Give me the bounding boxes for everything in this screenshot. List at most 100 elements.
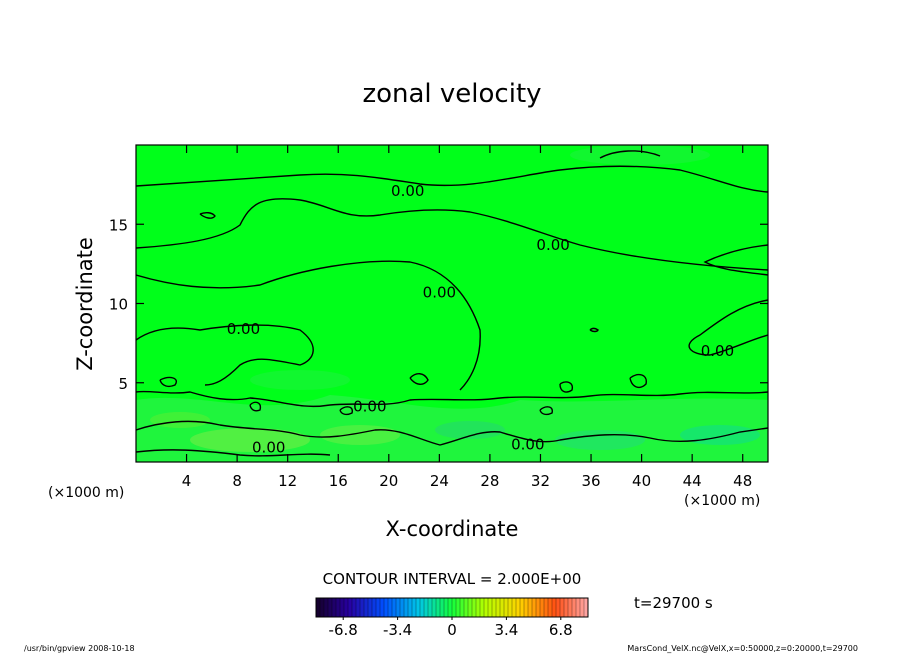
colorbar-cell: [508, 598, 513, 617]
colorbar-cell: [340, 598, 345, 617]
x-tick-label: 40: [632, 472, 651, 490]
colorbar-cell: [576, 598, 581, 617]
colorbar-cell: [408, 598, 413, 617]
colorbar-cell: [380, 598, 385, 617]
time-label: t=29700 s: [634, 594, 713, 612]
colorbar-cell: [476, 598, 481, 617]
colorbar-cell: [348, 598, 353, 617]
x-tick-label: 36: [581, 472, 600, 490]
colorbar-cell: [488, 598, 493, 617]
colorbar-cell: [372, 598, 377, 617]
x-tick-label: 44: [683, 472, 702, 490]
colorbar-cell: [448, 598, 453, 617]
colorbar-cell: [516, 598, 521, 617]
x-tick-label: 28: [480, 472, 499, 490]
x-unit-left: (×1000 m): [48, 485, 124, 501]
colorbar-cell: [400, 598, 405, 617]
colorbar-cell: [404, 598, 409, 617]
y-axis-label: Z-coordinate: [73, 237, 97, 371]
contour-label: 0.00: [423, 283, 456, 301]
x-tick-label: 8: [232, 472, 242, 490]
x-axis-label: X-coordinate: [386, 517, 519, 541]
colorbar-cell: [512, 598, 517, 617]
warm-patch: [320, 425, 400, 445]
contour-label: 0.00: [511, 436, 544, 454]
x-tick-label: 20: [379, 472, 398, 490]
colorbar-tick-label: 3.4: [494, 621, 518, 639]
colorbar-cell: [484, 598, 489, 617]
x-unit-right: (×1000 m): [684, 493, 760, 509]
x-tick-label: 32: [531, 472, 550, 490]
colorbar-cell: [356, 598, 361, 617]
colorbar-cell: [344, 598, 349, 617]
colorbar-cell: [388, 598, 393, 617]
contour-label: 0.00: [252, 439, 285, 457]
colorbar-cell: [336, 598, 341, 617]
colorbar-cell: [392, 598, 397, 617]
colorbar-cell: [520, 598, 525, 617]
x-tick-label: 24: [430, 472, 449, 490]
colorbar-cell: [584, 598, 589, 617]
colorbar-cell: [500, 598, 505, 617]
colorbar-cell: [532, 598, 537, 617]
contour-labels: 0.00 0.00 0.00 0.00 0.00 0.00 0.00 0.00: [227, 182, 734, 457]
cool-patch: [555, 430, 645, 450]
footer-left: /usr/bin/gpview 2008-10-18: [24, 644, 135, 653]
colorbar-cell: [320, 598, 325, 617]
colorbar-cell: [316, 598, 321, 617]
contour-label: 0.00: [227, 320, 260, 338]
cool-patch: [435, 421, 505, 439]
colorbar-cell: [548, 598, 553, 617]
colorbar-cell: [396, 598, 401, 617]
cool-patch: [570, 145, 710, 165]
colorbar-cell: [552, 598, 557, 617]
colorbar-cell: [540, 598, 545, 617]
colorbar-cell: [464, 598, 469, 617]
colorbar-cell: [496, 598, 501, 617]
colorbar-cell: [580, 598, 585, 617]
colorbar-tick-label: -3.4: [383, 621, 412, 639]
plot-area: 0.000.000.000.000.000.000.00 0.00 4 8 12 16 2…: [109, 144, 769, 490]
colorbar: -6.8 -3.4 0 3.4 6.8: [315, 597, 589, 639]
y-tick-label: 15: [109, 216, 128, 234]
x-tick-label: 48: [733, 472, 752, 490]
colorbar-cell: [420, 598, 425, 617]
colorbar-cell: [424, 598, 429, 617]
footer-right: MarsCond_VelX.nc@VelX,x=0:50000,z=0:2000…: [627, 644, 858, 653]
warm-patch: [150, 412, 210, 428]
colorbar-cell: [428, 598, 433, 617]
contour-label: 0.00: [391, 182, 424, 200]
x-tick-label: 12: [278, 472, 297, 490]
contour-interval: CONTOUR INTERVAL = 2.000E+00: [323, 570, 582, 588]
colorbar-cell: [492, 598, 497, 617]
colorbar-cell: [564, 598, 569, 617]
colorbar-cell: [524, 598, 529, 617]
colorbar-cell: [560, 598, 565, 617]
contour-label: 0.00: [536, 236, 569, 254]
colorbar-cell: [436, 598, 441, 617]
contour-label: 0.00: [701, 342, 734, 360]
colorbar-cell: [364, 598, 369, 617]
colorbar-cell: [544, 598, 549, 617]
colorbar-cell: [416, 598, 421, 617]
colorbar-cell: [332, 598, 337, 617]
contour-lines: [136, 150, 768, 457]
contour-label: 0.00: [353, 398, 386, 416]
colorbar-tick-label: 0: [447, 621, 457, 639]
x-tick-label: 16: [329, 472, 348, 490]
colorbar-cell: [528, 598, 533, 617]
x-tick-label: 4: [182, 472, 192, 490]
colorbar-cell: [452, 598, 457, 617]
colorbar-tick-label: 6.8: [549, 621, 573, 639]
colorbar-cell: [440, 598, 445, 617]
cool-patch: [250, 370, 350, 390]
colorbar-cell: [468, 598, 473, 617]
colorbar-cell: [376, 598, 381, 617]
colorbar-cell: [460, 598, 465, 617]
colorbar-cell: [568, 598, 573, 617]
colorbar-cell: [472, 598, 477, 617]
colorbar-cell: [504, 598, 509, 617]
colorbar-cell: [556, 598, 561, 617]
